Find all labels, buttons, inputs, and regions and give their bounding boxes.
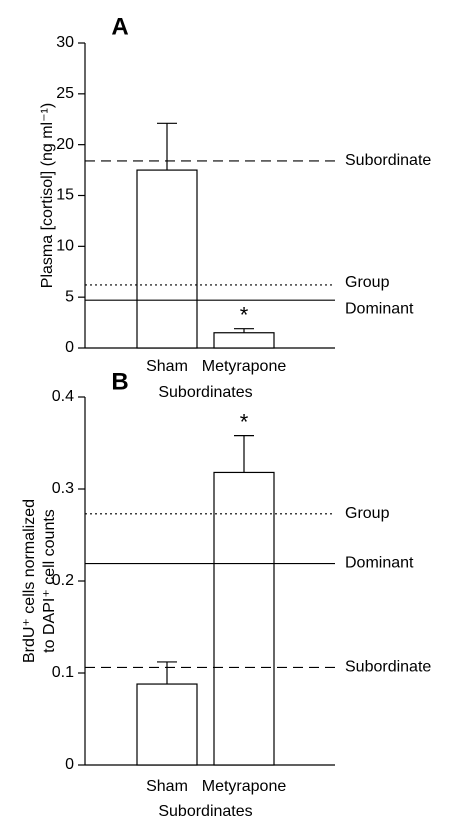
significance-mark: * xyxy=(240,409,249,434)
reference-label: Group xyxy=(345,274,390,291)
y-tick-label: 0 xyxy=(65,339,74,356)
x-axis-label: Subordinates xyxy=(158,384,252,401)
y-tick-label: 10 xyxy=(56,238,74,255)
significance-mark: * xyxy=(240,302,249,327)
y-tick-label: 5 xyxy=(65,288,74,305)
y-axis-label: to DAPI⁺ cell counts xyxy=(41,509,58,653)
x-tick-label: Metyrapone xyxy=(202,778,287,795)
x-tick-label: Sham xyxy=(146,358,188,375)
y-axis-label: Plasma [cortisol] (ng ml⁻¹) xyxy=(39,103,56,288)
x-axis-label: Subordinates xyxy=(158,803,252,820)
bar xyxy=(136,169,198,349)
y-tick-label: 25 xyxy=(56,85,74,102)
x-tick-label: Sham xyxy=(146,778,188,795)
reference-label: Subordinate xyxy=(345,152,431,169)
reference-label: Dominant xyxy=(345,555,414,572)
reference-label: Subordinate xyxy=(345,659,431,676)
y-tick-label: 20 xyxy=(56,136,74,153)
y-tick-label: 30 xyxy=(56,34,74,51)
y-tick-label: 15 xyxy=(56,187,74,204)
bar xyxy=(136,683,198,766)
panel-label: B xyxy=(111,368,128,395)
reference-label: Dominant xyxy=(345,300,414,317)
x-tick-label: Metyrapone xyxy=(202,358,287,375)
y-tick-label: 0.3 xyxy=(52,480,74,497)
y-axis-label: BrdU⁺ cells normalized xyxy=(21,499,38,663)
y-tick-label: 0.2 xyxy=(52,572,74,589)
y-tick-label: 0.4 xyxy=(52,388,74,405)
y-tick-label: 0 xyxy=(65,756,74,773)
reference-label: Group xyxy=(345,505,390,522)
bar xyxy=(213,471,275,766)
y-tick-label: 0.1 xyxy=(52,664,74,681)
bar xyxy=(213,332,275,349)
panel-label: A xyxy=(111,13,128,40)
